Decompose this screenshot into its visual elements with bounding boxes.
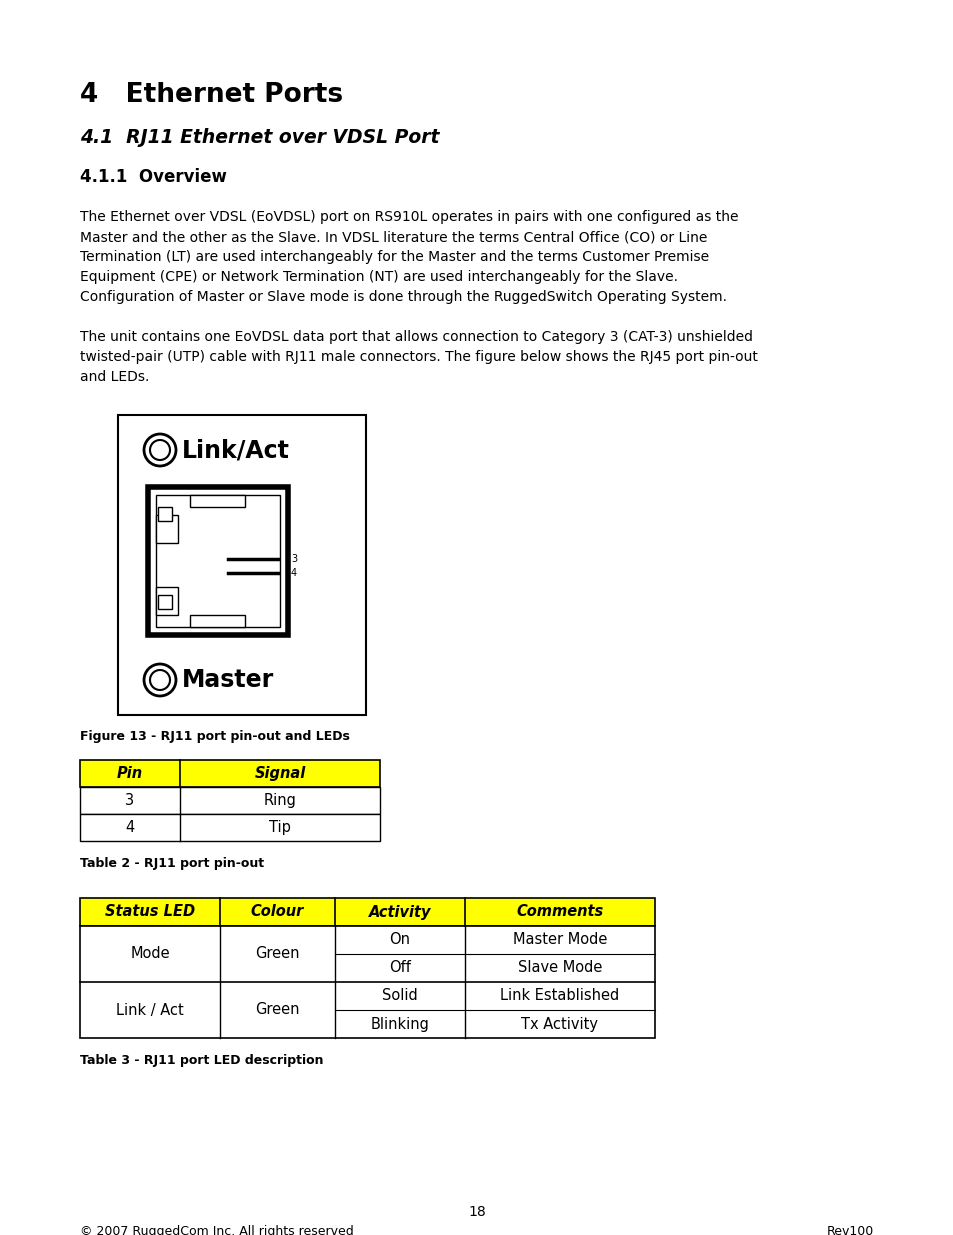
Text: 3: 3 bbox=[291, 555, 296, 564]
Circle shape bbox=[150, 440, 170, 459]
Bar bbox=[158, 595, 172, 609]
Text: Ring: Ring bbox=[263, 793, 296, 808]
Text: Activity: Activity bbox=[369, 904, 431, 920]
Bar bbox=[80, 926, 655, 1037]
Bar bbox=[118, 415, 366, 715]
Text: Tip: Tip bbox=[269, 820, 291, 835]
Text: The unit contains one EoVDSL data port that allows connection to Category 3 (CAT: The unit contains one EoVDSL data port t… bbox=[80, 330, 757, 384]
Text: Solid: Solid bbox=[382, 988, 417, 1004]
Text: Link Established: Link Established bbox=[500, 988, 619, 1004]
Bar bbox=[80, 787, 379, 814]
Bar bbox=[80, 814, 379, 841]
Text: Table 2 - RJ11 port pin-out: Table 2 - RJ11 port pin-out bbox=[80, 857, 264, 869]
Text: Blinking: Blinking bbox=[370, 1016, 429, 1031]
Text: The Ethernet over VDSL (EoVDSL) port on RS910L operates in pairs with one config: The Ethernet over VDSL (EoVDSL) port on … bbox=[80, 210, 738, 304]
Text: Comments: Comments bbox=[516, 904, 603, 920]
Text: Pin: Pin bbox=[117, 766, 143, 781]
Text: On: On bbox=[389, 932, 410, 947]
Text: Table 3 - RJ11 port LED description: Table 3 - RJ11 port LED description bbox=[80, 1053, 323, 1067]
Bar bbox=[191, 495, 245, 508]
Bar bbox=[80, 760, 379, 787]
Text: Signal: Signal bbox=[254, 766, 305, 781]
Circle shape bbox=[144, 664, 175, 697]
Bar bbox=[156, 587, 178, 615]
Bar bbox=[191, 615, 245, 627]
Text: © 2007 RuggedCom Inc. All rights reserved: © 2007 RuggedCom Inc. All rights reserve… bbox=[80, 1225, 354, 1235]
Text: Colour: Colour bbox=[251, 904, 304, 920]
Text: Mode: Mode bbox=[130, 946, 170, 962]
Text: Slave Mode: Slave Mode bbox=[517, 961, 601, 976]
Text: Green: Green bbox=[255, 1003, 299, 1018]
Text: 4: 4 bbox=[125, 820, 134, 835]
Circle shape bbox=[150, 671, 170, 690]
Text: Green: Green bbox=[255, 946, 299, 962]
Text: Rev100: Rev100 bbox=[826, 1225, 873, 1235]
Text: Link/Act: Link/Act bbox=[182, 438, 290, 462]
Text: 4   Ethernet Ports: 4 Ethernet Ports bbox=[80, 82, 343, 107]
Text: Link / Act: Link / Act bbox=[116, 1003, 184, 1018]
Bar bbox=[156, 515, 178, 543]
Text: 4.1.1  Overview: 4.1.1 Overview bbox=[80, 168, 227, 186]
Text: 4: 4 bbox=[291, 568, 296, 578]
Bar bbox=[158, 508, 172, 521]
Bar bbox=[156, 495, 280, 627]
Bar bbox=[148, 487, 288, 635]
Text: 18: 18 bbox=[468, 1205, 485, 1219]
Text: 3: 3 bbox=[125, 793, 134, 808]
Text: Tx Activity: Tx Activity bbox=[521, 1016, 598, 1031]
Circle shape bbox=[144, 433, 175, 466]
Text: Off: Off bbox=[389, 961, 411, 976]
Text: Status LED: Status LED bbox=[105, 904, 194, 920]
Text: Master: Master bbox=[182, 668, 274, 692]
Text: 4.1  RJ11 Ethernet over VDSL Port: 4.1 RJ11 Ethernet over VDSL Port bbox=[80, 128, 439, 147]
Text: Figure 13 - RJ11 port pin-out and LEDs: Figure 13 - RJ11 port pin-out and LEDs bbox=[80, 730, 350, 743]
Text: Master Mode: Master Mode bbox=[513, 932, 606, 947]
Bar bbox=[80, 898, 655, 926]
